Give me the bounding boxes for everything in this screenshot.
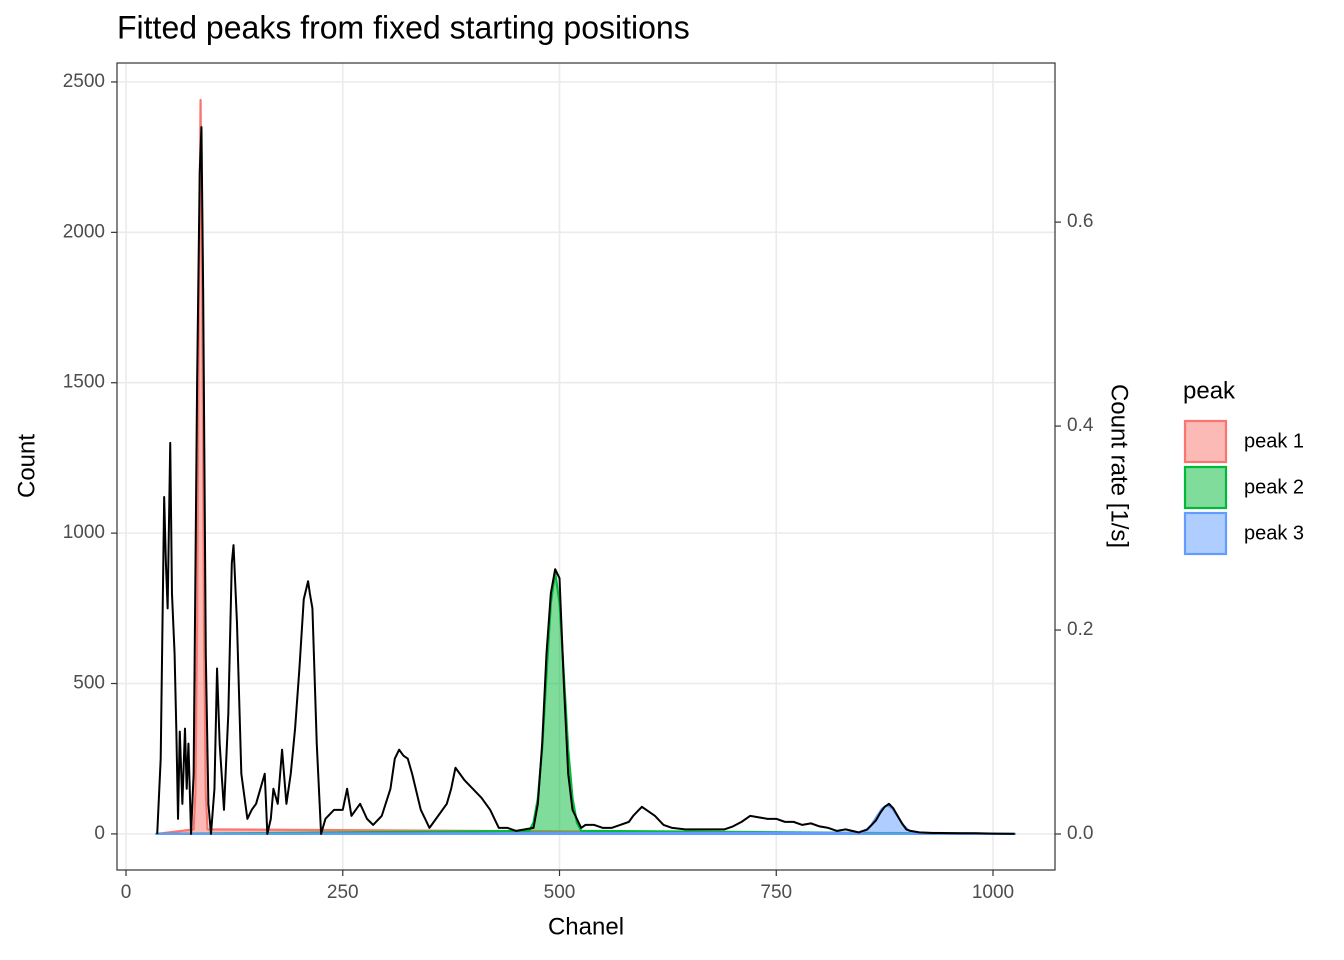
y2-axis-title: Count rate [1/s] bbox=[1106, 384, 1133, 548]
axes: 0 250 500 750 1000 0 500 1000 1500 2000 2500 0.0 0.2… bbox=[63, 71, 1094, 903]
y-tick-label: 500 bbox=[73, 673, 105, 694]
y-tick-label: 0 bbox=[94, 823, 105, 844]
y2-tick-label: 0.4 bbox=[1067, 415, 1094, 436]
legend-key bbox=[1183, 511, 1228, 556]
chart-title: Fitted peaks from fixed starting positio… bbox=[117, 9, 690, 45]
legend-label: peak 2 bbox=[1244, 476, 1304, 498]
y-tick-label: 2500 bbox=[63, 71, 105, 92]
legend-key bbox=[1183, 465, 1228, 510]
legend: peak 1 peak 2 peak 3 bbox=[1183, 419, 1304, 556]
x-axis-title: Chanel bbox=[548, 913, 624, 940]
y2-tick-label: 0.0 bbox=[1067, 823, 1093, 844]
y2-tick-label: 0.2 bbox=[1067, 619, 1093, 640]
spectrum-line bbox=[156, 126, 1015, 835]
y-tick-label: 1000 bbox=[63, 522, 105, 543]
legend-title: peak bbox=[1183, 377, 1236, 404]
y-tick-label: 1500 bbox=[63, 372, 105, 393]
x-tick-label: 250 bbox=[327, 882, 359, 903]
plot-marks bbox=[155, 98, 1016, 836]
legend-label: peak 3 bbox=[1244, 522, 1304, 544]
y-tick-label: 2000 bbox=[63, 221, 105, 242]
y2-tick-label: 0.6 bbox=[1067, 211, 1093, 232]
x-tick-label: 0 bbox=[121, 882, 132, 903]
panel-border bbox=[116, 62, 1056, 871]
x-tick-label: 750 bbox=[760, 882, 792, 903]
legend-label: peak 1 bbox=[1244, 430, 1304, 452]
x-tick-label: 1000 bbox=[972, 882, 1014, 903]
y-axis-title: Count bbox=[13, 434, 40, 498]
peak-area bbox=[155, 98, 1016, 836]
legend-key bbox=[1183, 419, 1228, 464]
grid bbox=[117, 63, 1055, 870]
x-tick-label: 500 bbox=[544, 882, 576, 903]
